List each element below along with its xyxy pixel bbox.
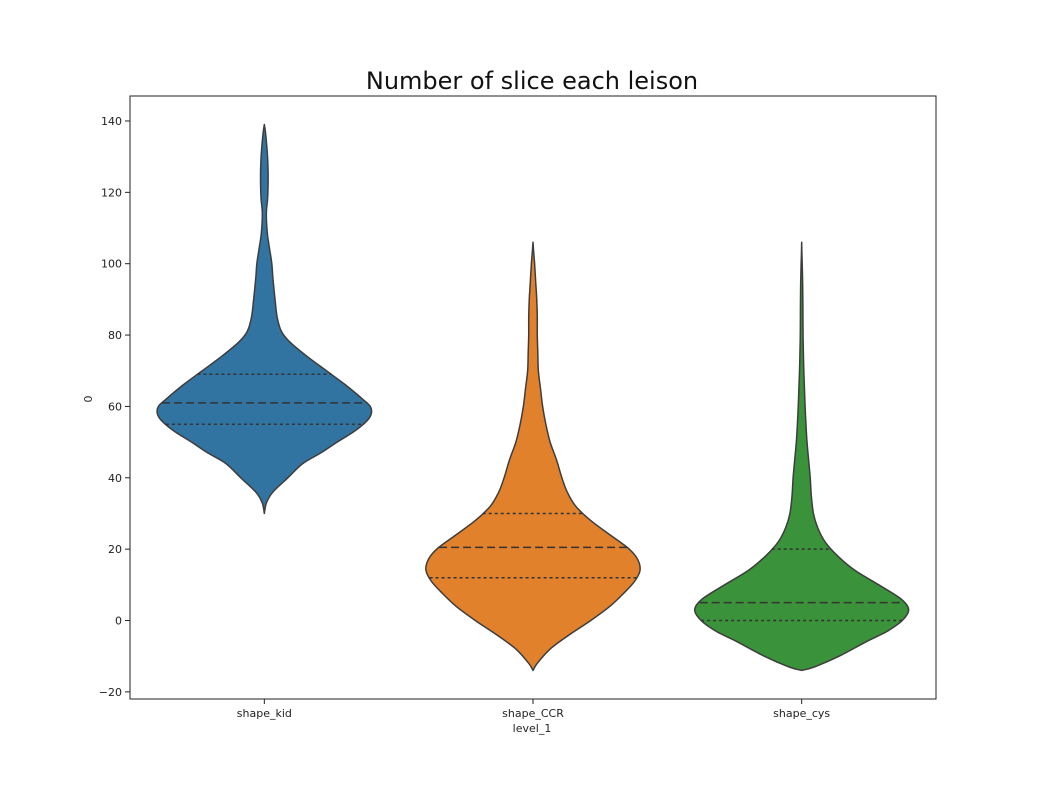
y-tick-label: 20 (108, 543, 122, 556)
violin-shape_CCR (425, 241, 641, 672)
violin-shape_cys (693, 241, 910, 672)
x-axis-label: level_1 (513, 722, 552, 735)
x-tick-label: shape_CCR (502, 707, 564, 720)
x-tick-label: shape_kid (237, 707, 292, 720)
y-tick-label: 0 (115, 615, 122, 628)
y-tick-label: 120 (101, 186, 122, 199)
y-tick-label: 100 (101, 258, 122, 271)
y-axis: −20 0 20 40 60 80 100 120 140 (99, 115, 130, 699)
y-tick-label: 140 (101, 115, 122, 128)
y-tick-label: 60 (108, 400, 122, 413)
y-tick-label: 40 (108, 472, 122, 485)
y-tick-label: 80 (108, 329, 122, 342)
chart-title: Number of slice each leison (366, 67, 698, 95)
x-axis: shape_kid shape_CCR shape_cys (237, 699, 830, 720)
violin-shape_kid (156, 123, 373, 515)
y-axis-label: 0 (82, 396, 95, 403)
y-tick-label: −20 (99, 686, 122, 699)
violins-group (156, 123, 910, 672)
x-tick-label: shape_cys (773, 707, 830, 720)
